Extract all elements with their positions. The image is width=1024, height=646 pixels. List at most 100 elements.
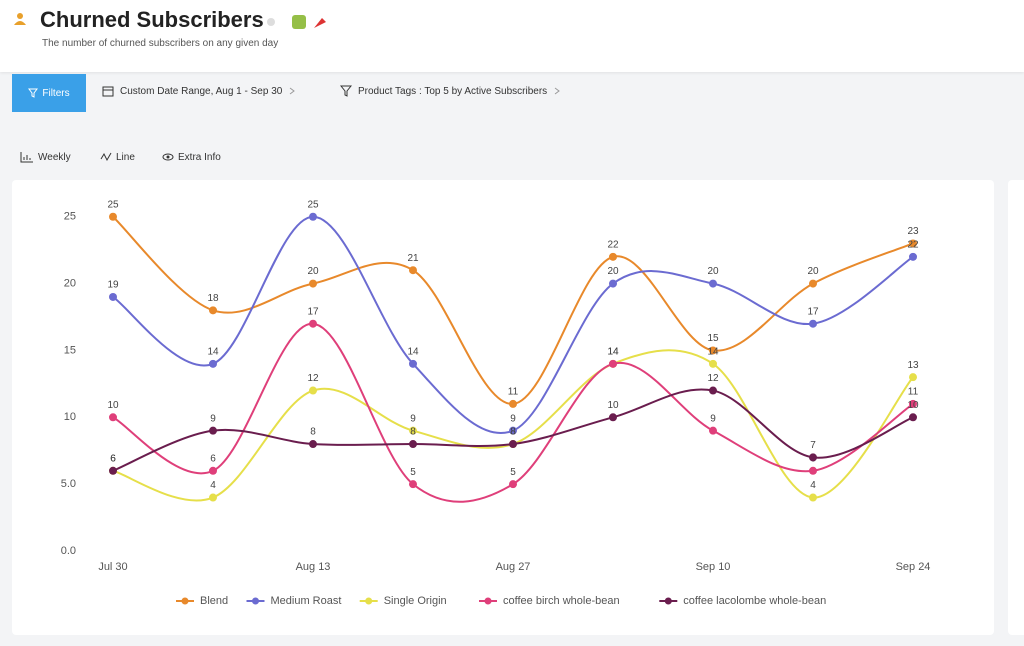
chevron: [554, 87, 561, 95]
data-label: 9: [710, 413, 716, 424]
weekly-toggle[interactable]: Weekly: [20, 151, 71, 163]
filters-label: Filters: [42, 87, 70, 99]
legend-label: coffee lacolombe whole-bean: [683, 595, 826, 607]
data-point: [709, 386, 717, 395]
data-label: 20: [807, 266, 819, 277]
y-tick-label: 25: [64, 211, 76, 223]
data-point: [209, 359, 217, 368]
data-label: 10: [607, 400, 619, 411]
extra-info-label: Extra Info: [178, 151, 221, 163]
bar-icon: [20, 152, 33, 163]
product-tags-button[interactable]: Product Tags : Top 5 by Active Subscribe…: [340, 85, 561, 97]
legend-swatch-dot: [181, 597, 189, 605]
data-label: 14: [707, 346, 719, 357]
legend-label: Blend: [200, 595, 228, 607]
data-point: [309, 279, 317, 288]
data-label: 8: [510, 427, 516, 438]
legend-swatch-dot: [484, 597, 492, 605]
data-label: 4: [210, 480, 216, 491]
filters-button[interactable]: Filters: [12, 74, 86, 112]
data-label: 8: [310, 427, 316, 438]
data-point: [509, 480, 517, 489]
data-point: [309, 386, 317, 395]
data-label: 25: [107, 199, 119, 210]
data-label: 5: [410, 467, 416, 478]
data-label: 17: [307, 306, 319, 317]
chart: 0.0 5.0 10 15 20 25 Jul 30 Aug 13 Aug 27 Sep 10 Se…: [61, 199, 931, 607]
data-label: 22: [607, 239, 619, 250]
data-point: [309, 212, 317, 221]
data-point: [409, 426, 417, 435]
data-point: [809, 319, 817, 328]
data-point: [209, 493, 217, 502]
side-card: [1008, 180, 1024, 635]
data-label: 20: [607, 266, 619, 277]
legend-swatch-dot: [365, 597, 373, 605]
filter-icon: [28, 88, 39, 98]
title-icons: [267, 15, 326, 29]
data-label: 13: [907, 360, 919, 371]
data-point: [109, 466, 117, 475]
data-point: [309, 319, 317, 328]
data-point: [909, 399, 917, 408]
data-label: 23: [907, 226, 919, 237]
data-point: [609, 279, 617, 288]
data-point: [909, 413, 917, 422]
data-label: 12: [707, 373, 719, 384]
data-label: 14: [207, 346, 219, 357]
line-toggle[interactable]: Line: [100, 151, 135, 163]
x-tick-label: Jul 30: [98, 561, 127, 573]
header: Churned Subscribers The number of churne…: [0, 0, 1024, 72]
data-label: 6: [110, 453, 116, 464]
data-label: 18: [207, 293, 219, 304]
data-label: 22: [907, 239, 919, 250]
data-label: 9: [410, 413, 416, 424]
data-label: 20: [307, 266, 319, 277]
data-point: [609, 252, 617, 261]
product-tags-label: Product Tags : Top 5 by Active Subscribe…: [358, 85, 548, 97]
data-point: [809, 453, 817, 462]
data-label: 11: [908, 387, 919, 398]
data-point: [809, 493, 817, 502]
data-point: [709, 359, 717, 368]
data-label: 12: [307, 373, 319, 384]
data-point: [409, 480, 417, 489]
data-label: 11: [508, 387, 519, 398]
data-label: 15: [707, 333, 719, 344]
legend-label: coffee birch whole-bean: [503, 595, 620, 607]
data-point: [609, 413, 617, 422]
data-label: 20: [707, 266, 719, 277]
data-point: [709, 346, 717, 355]
data-point: [409, 440, 417, 449]
data-point: [309, 440, 317, 449]
data-point: [509, 426, 517, 435]
legend-label: Single Origin: [384, 595, 447, 607]
data-label: 8: [410, 427, 416, 438]
eye-icon: [162, 153, 174, 161]
data-label: 6: [110, 453, 116, 464]
data-point: [909, 373, 917, 382]
extra-info-toggle[interactable]: Extra Info: [162, 151, 221, 163]
data-label: 5: [510, 467, 516, 478]
data-label: 19: [107, 280, 119, 291]
data-point: [209, 466, 217, 475]
data-point: [109, 292, 117, 301]
line-label: Line: [116, 151, 135, 163]
data-label: 14: [407, 346, 419, 357]
data-label: 10: [907, 400, 919, 411]
weekly-label: Weekly: [38, 151, 71, 163]
x-tick-label: Sep 24: [896, 561, 931, 573]
filter-icon: [340, 85, 352, 97]
data-point: [509, 440, 517, 449]
data-point: [909, 239, 917, 248]
calendar-icon: [102, 86, 114, 97]
chart-card: [12, 180, 994, 635]
date-range-button[interactable]: Custom Date Range, Aug 1 - Sep 30: [102, 85, 296, 97]
data-point: [209, 306, 217, 315]
data-point: [809, 466, 817, 475]
series-line: [112, 215, 914, 434]
data-label: 21: [407, 253, 419, 264]
y-tick-label: 5.0: [61, 478, 76, 490]
y-tick-label: 20: [64, 277, 76, 289]
